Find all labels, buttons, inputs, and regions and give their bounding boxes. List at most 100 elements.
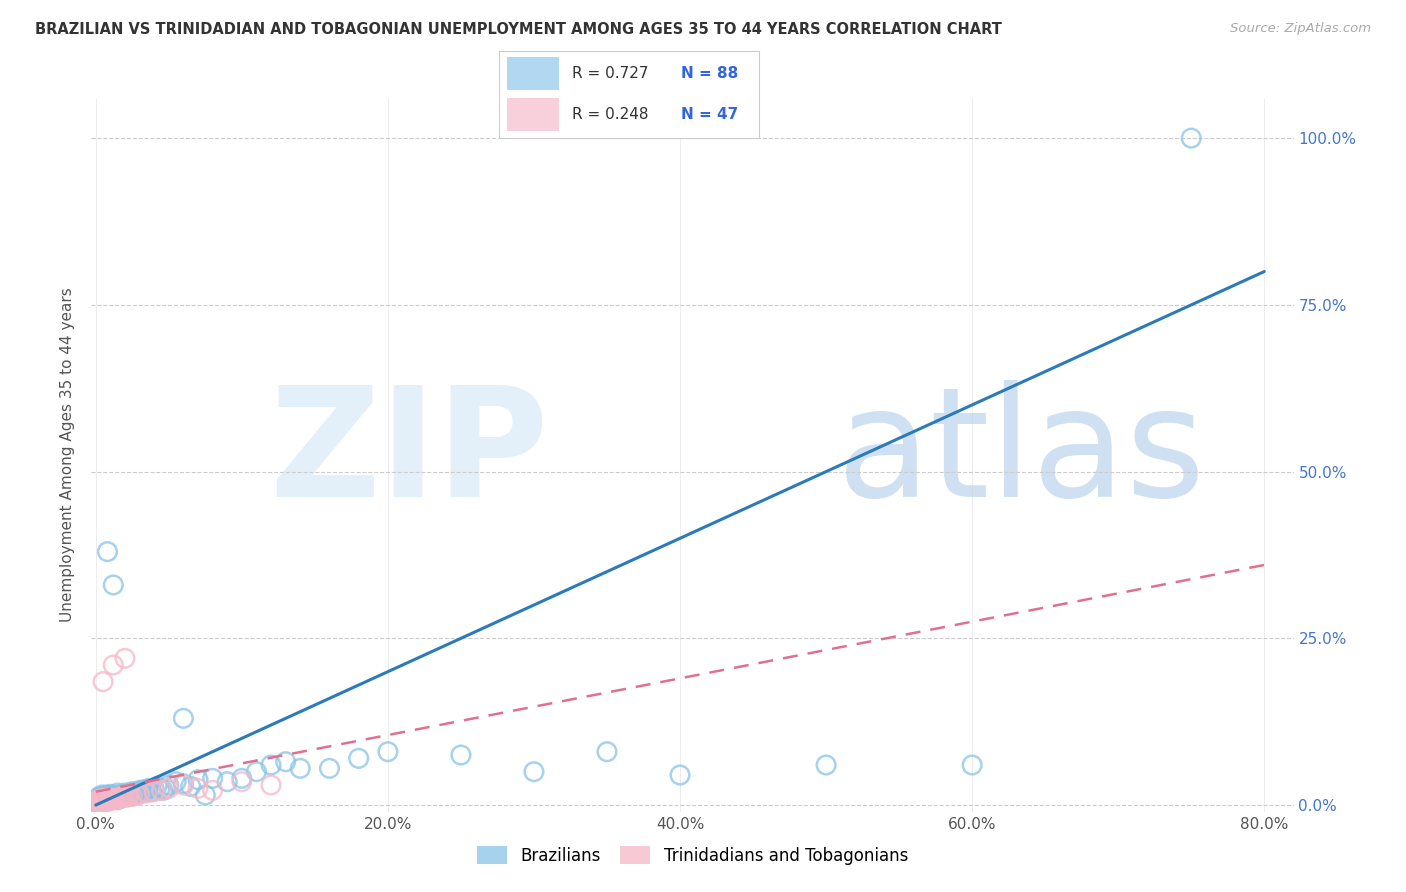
Point [121, 789, 143, 803]
Text: ZIP: ZIP [269, 380, 548, 530]
Point [100, 791, 122, 805]
Point [93, 795, 115, 809]
Point [112, 788, 135, 802]
Point [450, 747, 472, 762]
Bar [508, 57, 560, 90]
Point [377, 745, 399, 759]
Point [103, 793, 125, 807]
Text: Source: ZipAtlas.com: Source: ZipAtlas.com [1230, 22, 1371, 36]
Text: R = 0.727: R = 0.727 [572, 66, 648, 81]
Point [135, 783, 157, 797]
Point [111, 789, 134, 803]
Point [103, 788, 125, 802]
Point [91, 794, 114, 808]
Point [155, 782, 177, 797]
Point [231, 772, 253, 786]
Point [89, 792, 111, 806]
Y-axis label: Unemployment Among Ages 35 to 44 years: Unemployment Among Ages 35 to 44 years [60, 287, 76, 623]
Point [97, 793, 120, 807]
Point [104, 791, 127, 805]
Point [523, 764, 546, 779]
Point [87, 793, 110, 807]
Point [96, 791, 118, 805]
Point [91, 789, 114, 804]
Point [960, 758, 983, 772]
Point [110, 790, 132, 805]
Point [187, 772, 209, 787]
Point [107, 791, 129, 805]
Point [108, 791, 131, 805]
Point [125, 788, 148, 802]
Point [141, 785, 163, 799]
Point [86, 796, 108, 810]
Point [90, 788, 112, 802]
Point [87, 790, 110, 805]
Text: atlas: atlas [837, 380, 1206, 530]
Point [101, 789, 124, 804]
Point [97, 793, 120, 807]
Point [146, 780, 169, 794]
Point [122, 787, 145, 801]
Point [121, 789, 143, 804]
Point [165, 774, 187, 789]
Point [187, 781, 209, 796]
Point [94, 790, 117, 805]
Point [91, 794, 114, 808]
Point [104, 789, 127, 803]
Point [347, 751, 370, 765]
Point [115, 788, 138, 802]
Point [107, 793, 129, 807]
Point [134, 785, 156, 799]
Point [91, 791, 114, 805]
Text: N = 88: N = 88 [682, 66, 738, 81]
Point [96, 795, 118, 809]
Point [669, 768, 692, 782]
Point [260, 778, 283, 792]
Point [87, 793, 110, 807]
Point [96, 792, 118, 806]
Point [103, 658, 125, 673]
Point [172, 777, 194, 791]
Point [120, 788, 142, 802]
Point [129, 785, 152, 799]
Point [124, 788, 146, 802]
Point [143, 785, 166, 799]
Point [201, 783, 224, 797]
Point [100, 790, 122, 805]
Point [94, 794, 117, 808]
Point [90, 793, 112, 807]
Point [138, 781, 160, 796]
Point [97, 790, 120, 805]
Point [94, 791, 117, 805]
Point [114, 651, 136, 665]
Point [231, 774, 253, 789]
Point [157, 781, 180, 796]
Point [180, 780, 202, 794]
Point [90, 793, 112, 807]
Point [274, 755, 297, 769]
Point [86, 796, 108, 810]
Point [201, 772, 224, 786]
Point [93, 795, 115, 809]
Point [96, 789, 118, 803]
Point [131, 784, 153, 798]
Point [157, 778, 180, 792]
Point [94, 788, 117, 802]
Point [111, 790, 134, 805]
Point [318, 761, 340, 775]
Point [1180, 131, 1202, 145]
Point [94, 794, 117, 808]
Point [96, 793, 118, 807]
Point [114, 790, 136, 805]
Text: R = 0.248: R = 0.248 [572, 107, 648, 122]
Point [87, 795, 110, 809]
Point [108, 790, 131, 805]
Point [89, 795, 111, 809]
Point [114, 790, 136, 805]
Point [125, 786, 148, 800]
Point [128, 783, 150, 797]
Point [100, 793, 122, 807]
Point [121, 785, 143, 799]
Point [100, 793, 122, 807]
Point [110, 788, 132, 802]
